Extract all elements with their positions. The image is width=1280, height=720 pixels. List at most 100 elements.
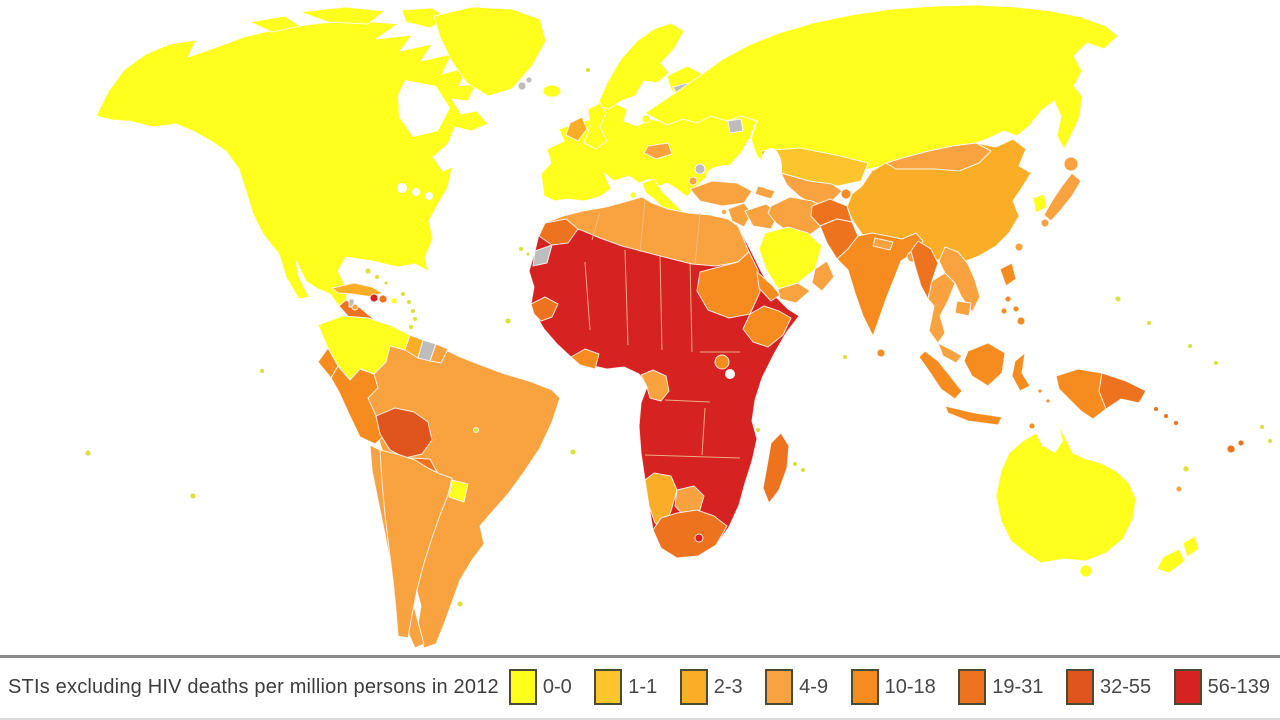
island-dot <box>189 492 197 500</box>
region-philippines <box>1016 316 1026 326</box>
legend-swatch-1-1 <box>594 669 623 705</box>
region-sri-lanka <box>876 348 886 358</box>
region-south-korea <box>1032 193 1048 214</box>
lake-victoria <box>725 369 735 379</box>
island-dot <box>504 317 512 325</box>
island-dot <box>84 449 92 457</box>
region-albania-macedonia <box>688 176 698 186</box>
legend-item: 0-0 <box>508 669 572 705</box>
region-north-africa <box>544 196 750 267</box>
region-philippines <box>1004 295 1012 303</box>
region-tajikistan <box>840 188 852 200</box>
region-yemen <box>777 282 811 304</box>
region-dominican-republic <box>378 294 388 304</box>
world-map <box>84 4 1273 649</box>
island-dot <box>1267 438 1273 444</box>
region-arctic-islands <box>299 6 386 25</box>
region-ireland <box>565 116 588 142</box>
region-iceland <box>542 84 562 98</box>
region-corsica <box>629 191 637 199</box>
island-dot <box>569 448 577 456</box>
island-dot <box>1037 388 1043 394</box>
island-dot <box>1213 360 1219 366</box>
legend-swatch-19-31 <box>958 669 987 705</box>
region-philippines <box>999 262 1017 287</box>
island-dot <box>585 67 591 73</box>
region-senegal-guinea <box>530 296 559 322</box>
region-papua-new-guinea <box>1098 372 1147 410</box>
region-sulawesi <box>1011 352 1031 392</box>
region-thailand <box>927 272 956 344</box>
legend-range-label: 19-31 <box>992 675 1044 698</box>
region-western-sahara <box>532 244 553 267</box>
island-dot <box>374 274 380 280</box>
legend-range-label: 32-55 <box>1099 675 1152 698</box>
country-borders <box>584 249 741 459</box>
legend-range-label: 2-3 <box>713 675 743 698</box>
island-dot <box>800 467 806 473</box>
region-uruguay <box>448 479 469 503</box>
region-fiji <box>1237 439 1245 447</box>
caspian-sea <box>760 148 782 190</box>
region-taiwan <box>1014 242 1024 252</box>
legend-range-label: 56-139 <box>1207 675 1270 698</box>
legend-swatch-32-55 <box>1065 669 1094 705</box>
region-new-caledonia <box>1175 485 1183 493</box>
island-dot <box>364 267 372 275</box>
legend-item: 2-3 <box>679 669 743 705</box>
legend-items: 0-0 1-1 2-3 4-9 10-18 19-31 <box>508 669 1270 705</box>
region-arctic-islands <box>249 15 301 33</box>
region-haiti <box>369 293 379 303</box>
island-dot <box>259 368 265 374</box>
region-cambodia <box>954 300 972 317</box>
island-dot <box>412 316 418 322</box>
great-lake <box>425 192 433 200</box>
gulf-of-carpentaria <box>1043 426 1063 453</box>
legend-item: 32-55 <box>1065 669 1152 705</box>
region-tasmania <box>1079 564 1093 578</box>
island-dot <box>842 354 848 360</box>
island-dot <box>792 461 798 467</box>
island-dot <box>755 427 761 433</box>
legend-item: 19-31 <box>958 669 1043 705</box>
region-philippines <box>1012 305 1020 313</box>
region-sumatra <box>918 350 963 400</box>
world-map-canvas <box>84 4 1273 649</box>
island-dot <box>1153 406 1159 412</box>
legend-range-label: 10-18 <box>884 675 936 698</box>
region-svalbard <box>517 81 527 91</box>
great-lake <box>412 188 420 196</box>
region-hungary <box>643 142 673 160</box>
island-dot <box>400 291 406 297</box>
region-eritrea <box>756 271 781 302</box>
region-lesotho <box>694 533 704 543</box>
island-dot <box>1146 320 1152 326</box>
legend-swatch-4-9 <box>765 669 794 705</box>
legend-range-label: 4-9 <box>799 675 829 698</box>
region-java <box>944 405 1003 426</box>
region-madagascar <box>762 432 790 504</box>
island-dot <box>525 251 531 257</box>
hudson-bay <box>398 80 450 137</box>
region-fiji <box>1226 444 1236 454</box>
island-dot <box>383 280 389 286</box>
region-malaysia <box>937 342 963 364</box>
legend: STIs excluding HIV deaths per million pe… <box>0 655 1280 720</box>
region-india <box>836 232 924 337</box>
island-dot <box>410 308 416 314</box>
island-dot <box>1259 424 1265 430</box>
legend-swatch-2-3 <box>679 669 708 705</box>
region-morocco <box>538 218 579 246</box>
legend-item: 4-9 <box>765 669 828 705</box>
region-japan <box>1040 218 1050 228</box>
region-jamaica <box>351 303 359 311</box>
region-svalbard <box>525 76 533 84</box>
legend-item: 1-1 <box>594 669 657 705</box>
region-australia <box>995 425 1137 564</box>
legend-item: 56-139 <box>1173 669 1270 705</box>
island-dot <box>1045 398 1051 404</box>
region-north-america <box>95 20 489 307</box>
island-dot <box>456 600 464 608</box>
legend-item: 10-18 <box>850 669 936 705</box>
